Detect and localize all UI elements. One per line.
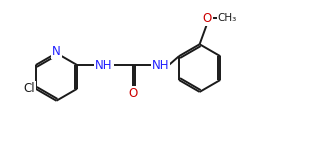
Text: O: O — [203, 12, 212, 25]
Text: Cl: Cl — [23, 82, 35, 95]
Text: CH₃: CH₃ — [218, 13, 237, 23]
Text: NH: NH — [95, 58, 113, 72]
Text: N: N — [52, 45, 61, 58]
Text: NH: NH — [152, 58, 169, 72]
Text: O: O — [128, 87, 137, 100]
